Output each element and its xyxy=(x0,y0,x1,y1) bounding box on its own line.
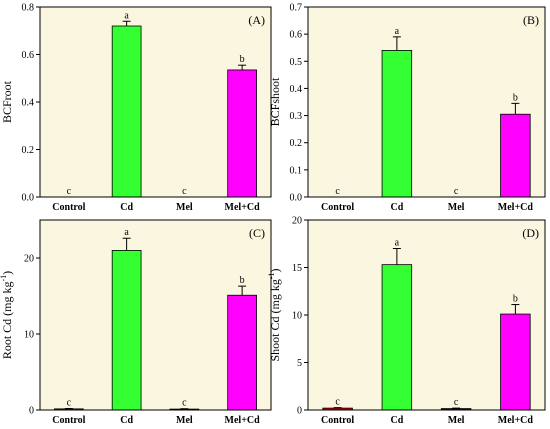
y-tick-label: 0.2 xyxy=(22,145,35,156)
panel-label: (B) xyxy=(523,13,539,27)
significance-letter: c xyxy=(335,186,340,197)
panel-label: (C) xyxy=(249,226,265,240)
significance-letter: c xyxy=(182,186,187,197)
bar-mel-cd xyxy=(227,69,257,198)
category-label: Mel+Cd xyxy=(225,202,261,213)
category-label: Mel xyxy=(448,202,465,213)
significance-letter: c xyxy=(67,397,72,408)
bar-cd xyxy=(111,249,142,411)
y-tick-label: 0.5 xyxy=(290,57,303,68)
category-label: Cd xyxy=(390,202,403,213)
category-label: Mel+Cd xyxy=(225,415,261,426)
y-tick-label: 0.1 xyxy=(290,165,303,176)
y-axis-title-part: Root Cd (mg kg xyxy=(0,282,14,360)
category-label: Mel xyxy=(176,415,193,426)
significance-letter: c xyxy=(454,397,459,408)
significance-letter: c xyxy=(335,397,340,408)
category-label: Control xyxy=(52,415,85,426)
significance-letter: c xyxy=(182,398,187,409)
y-tick-label: 0.0 xyxy=(22,193,35,204)
y-tick-label: 15 xyxy=(292,263,302,274)
significance-letter: b xyxy=(240,275,245,286)
category-label: Cd xyxy=(390,415,403,426)
category-label: Control xyxy=(321,202,354,213)
category-label: Mel xyxy=(176,202,193,213)
significance-letter: c xyxy=(67,186,72,197)
axis-frame xyxy=(307,6,546,198)
y-tick-label: 0.0 xyxy=(290,193,303,204)
significance-letter: a xyxy=(124,227,129,238)
y-axis-title: BCFroot xyxy=(0,80,14,123)
y-axis-title: Shoot Cd (mg kg-1) xyxy=(267,268,282,361)
category-label: Control xyxy=(321,415,354,426)
category-label: Control xyxy=(52,202,85,213)
y-tick-label: 0.6 xyxy=(22,50,35,61)
bar-mel-cd xyxy=(500,113,531,198)
y-axis-title-part: Shoot Cd (mg kg xyxy=(268,279,282,361)
bar-cd xyxy=(111,25,142,198)
significance-letter: a xyxy=(395,238,400,249)
y-tick-label: 5 xyxy=(297,358,302,369)
axis-frame xyxy=(39,6,272,198)
category-label: Mel xyxy=(448,415,465,426)
y-axis-title: Root Cd (mg kg-1) xyxy=(0,271,14,359)
y-axis-title-part: BCFroot xyxy=(0,80,14,123)
y-tick-label: 20 xyxy=(24,254,34,265)
category-label: Mel+Cd xyxy=(498,415,534,426)
category-label: Cd xyxy=(120,202,133,213)
y-axis-title-part: ) xyxy=(268,268,282,272)
significance-letter: a xyxy=(395,26,400,37)
significance-letter: a xyxy=(124,10,129,21)
y-tick-label: 0.7 xyxy=(290,3,303,14)
significance-letter: b xyxy=(240,54,245,65)
y-tick-label: 0 xyxy=(29,406,34,417)
significance-letter: b xyxy=(513,92,518,103)
y-axis-title-superscript: -1 xyxy=(0,275,8,282)
y-tick-label: 0.8 xyxy=(22,3,35,14)
chart-panel-b: c Control a Cd c Mel b Mel+Cd 0.0 0.1 0.2 0.3 0.4 0.5… xyxy=(268,3,546,213)
y-tick-label: 10 xyxy=(24,330,34,341)
chart-panel-c: c Control a Cd c Mel b Mel+Cd 0 10 20 (C) Root Cd (m… xyxy=(0,219,272,426)
bar-cd xyxy=(381,50,413,198)
chart-panel-d: c Control a Cd c Mel b Mel+Cd 0 5 10 15 20 (D) Shoot C… xyxy=(267,216,546,426)
y-axis-title: BCFshoot xyxy=(268,77,282,126)
chart-panel-a: c Control a Cd c Mel b Mel+Cd 0.0 0.2 0.4 0.6 0.8 (A)… xyxy=(0,3,272,213)
y-tick-label: 0.2 xyxy=(290,138,303,149)
panel-label: (A) xyxy=(248,13,265,27)
significance-letter: b xyxy=(513,294,518,305)
bar-mel-cd xyxy=(227,294,257,411)
y-axis-title-part: BCFshoot xyxy=(268,77,282,126)
y-tick-label: 0.3 xyxy=(290,111,303,122)
panel-label: (D) xyxy=(522,226,539,240)
y-tick-label: 0.4 xyxy=(290,84,303,95)
bar-mel-cd xyxy=(500,313,531,411)
y-axis-title-superscript: -1 xyxy=(267,272,276,279)
y-tick-label: 0.6 xyxy=(290,30,303,41)
y-axis-title-part: ) xyxy=(0,271,14,275)
axis-frame xyxy=(307,219,546,411)
axis-frame xyxy=(39,219,272,411)
y-tick-label: 0 xyxy=(297,406,302,417)
y-tick-label: 20 xyxy=(292,216,302,227)
y-tick-label: 10 xyxy=(292,311,302,322)
y-tick-label: 0.4 xyxy=(22,98,35,109)
category-label: Mel+Cd xyxy=(498,202,534,213)
significance-letter: c xyxy=(454,186,459,197)
bar-cd xyxy=(381,264,413,411)
category-label: Cd xyxy=(120,415,133,426)
